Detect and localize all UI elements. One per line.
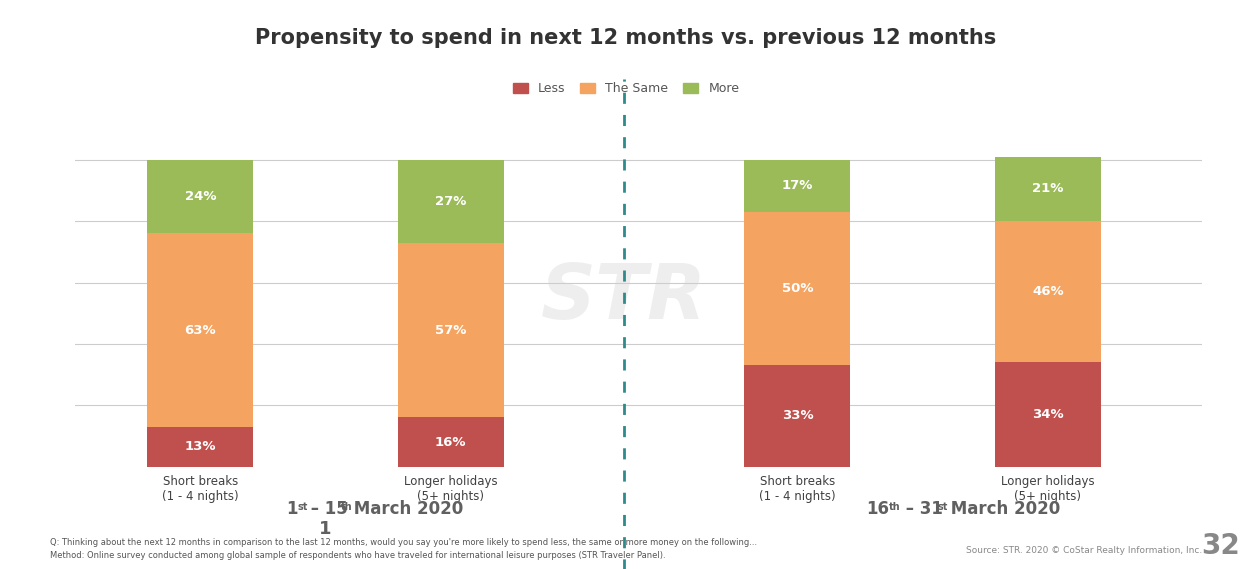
Text: Method: Online survey conducted among global sample of respondents who have trav: Method: Online survey conducted among gl… <box>50 551 666 560</box>
Text: 46%: 46% <box>1032 285 1064 298</box>
Bar <box>148 160 253 233</box>
Text: 50%: 50% <box>781 282 814 295</box>
Text: 57%: 57% <box>434 324 467 337</box>
Bar <box>995 362 1101 467</box>
Bar <box>398 418 503 467</box>
Bar <box>745 212 850 365</box>
Text: – 15: – 15 <box>305 500 348 518</box>
Legend: Less, The Same, More: Less, The Same, More <box>508 77 744 100</box>
Bar <box>398 160 503 242</box>
Text: March 2020: March 2020 <box>348 500 463 518</box>
Bar <box>745 365 850 467</box>
Text: March 2020: March 2020 <box>945 500 1060 518</box>
Text: st: st <box>298 502 308 512</box>
Text: Source: STR. 2020 © CoStar Realty Information, Inc.: Source: STR. 2020 © CoStar Realty Inform… <box>965 546 1202 555</box>
Text: 1: 1 <box>319 519 332 538</box>
Bar <box>995 156 1101 221</box>
Text: th: th <box>341 502 352 512</box>
Text: st: st <box>938 502 948 512</box>
Text: 34%: 34% <box>1032 408 1064 421</box>
Text: 13%: 13% <box>184 440 217 453</box>
Bar <box>995 221 1101 362</box>
Text: 33%: 33% <box>781 410 814 422</box>
Text: 16%: 16% <box>434 435 467 448</box>
Text: 1: 1 <box>287 500 298 518</box>
Text: 63%: 63% <box>184 324 217 337</box>
Text: 16: 16 <box>866 500 889 518</box>
Text: 17%: 17% <box>781 179 813 192</box>
Text: 27%: 27% <box>434 195 467 208</box>
Bar <box>745 160 850 212</box>
Text: Propensity to spend in next 12 months vs. previous 12 months: Propensity to spend in next 12 months vs… <box>255 28 997 48</box>
Text: STR: STR <box>541 261 707 335</box>
Text: 24%: 24% <box>184 190 217 203</box>
Bar <box>148 233 253 427</box>
Text: 21%: 21% <box>1032 183 1063 196</box>
Text: – 31: – 31 <box>900 500 943 518</box>
Text: Q: Thinking about the next 12 months in comparison to the last 12 months, would : Q: Thinking about the next 12 months in … <box>50 538 757 547</box>
Bar <box>398 242 503 418</box>
Text: 32: 32 <box>1202 533 1239 560</box>
Text: th: th <box>889 502 900 512</box>
Bar <box>148 427 253 467</box>
